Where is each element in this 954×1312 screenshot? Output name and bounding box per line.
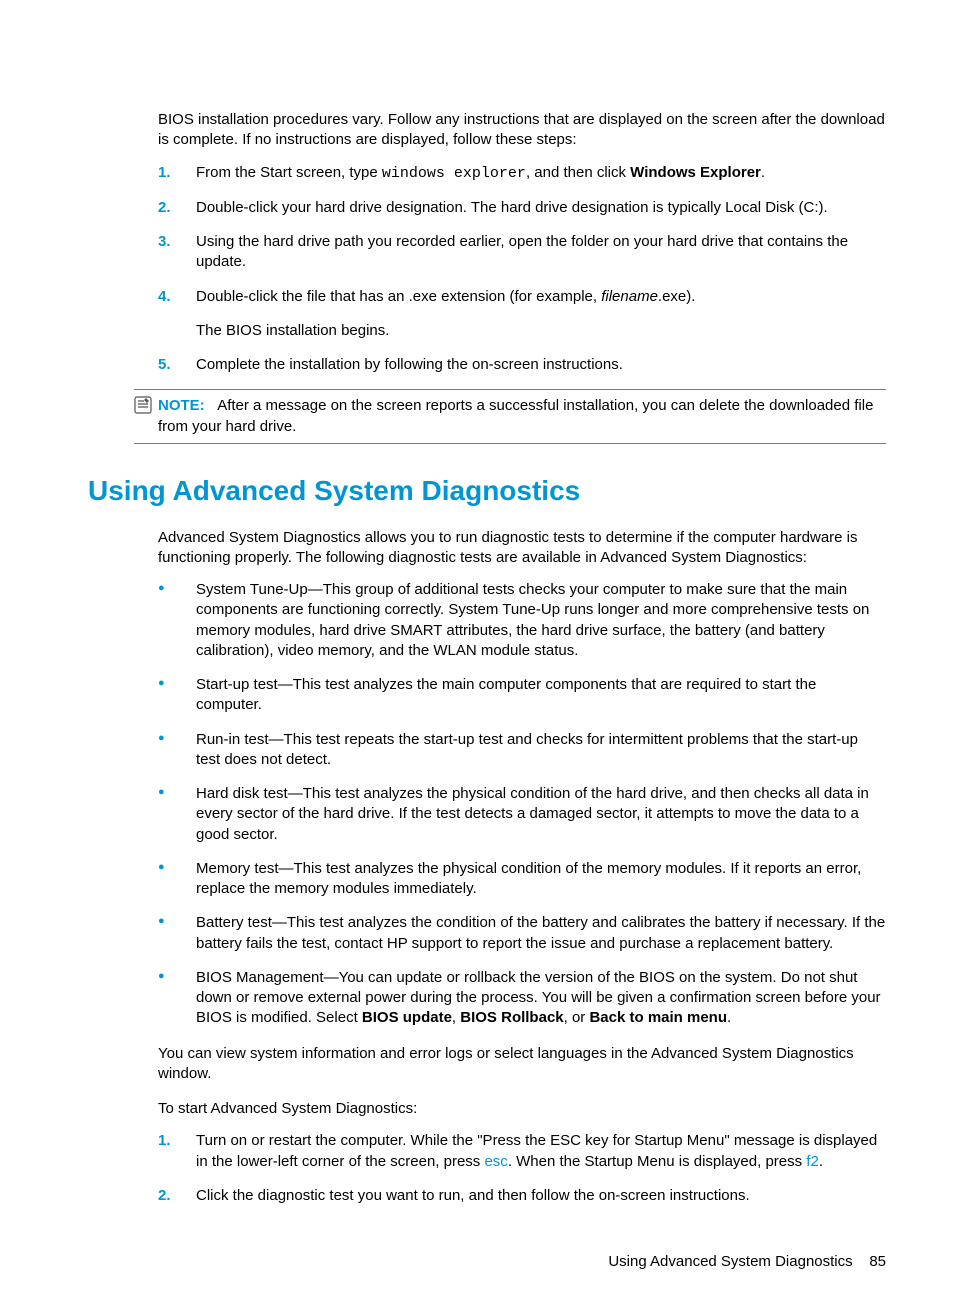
diagnostics-intro: Advanced System Diagnostics allows you t… [158, 528, 886, 569]
step-text: Using the hard drive path you recorded e… [196, 233, 848, 270]
step-4: 4. Double-click the file that has an .ex… [158, 287, 886, 342]
bullet-startup-test: Start-up test—This test analyzes the mai… [158, 675, 886, 716]
step-2: 2. Double-click your hard drive designat… [158, 198, 886, 218]
document-page: BIOS installation procedures vary. Follo… [0, 0, 954, 1312]
paragraph-system-info: You can view system information and erro… [158, 1044, 886, 1085]
step-number: 3. [158, 232, 171, 252]
bullet-bios-management: BIOS Management—You can update or rollba… [158, 968, 886, 1029]
footer-title: Using Advanced System Diagnostics [608, 1253, 852, 1270]
note-text: After a message on the screen reports a … [158, 397, 873, 434]
intro-paragraph: BIOS installation procedures vary. Follo… [158, 110, 886, 151]
bullet-harddisk-test: Hard disk test—This test analyzes the ph… [158, 784, 886, 845]
step-5: 5. Complete the installation by followin… [158, 355, 886, 375]
start-step-2: 2. Click the diagnostic test you want to… [158, 1186, 886, 1206]
step-text: From the Start screen, type windows expl… [196, 164, 765, 181]
step-3: 3. Using the hard drive path you recorde… [158, 232, 886, 273]
start-step-1: 1. Turn on or restart the computer. Whil… [158, 1131, 886, 1172]
step-number: 2. [158, 1186, 171, 1206]
paragraph-to-start: To start Advanced System Diagnostics: [158, 1099, 886, 1119]
bios-steps-list: 1. From the Start screen, type windows e… [158, 163, 886, 376]
step-number: 5. [158, 355, 171, 375]
page-footer: Using Advanced System Diagnostics 85 [88, 1252, 886, 1272]
note-icon [134, 396, 152, 414]
step-text: Double-click your hard drive designation… [196, 199, 828, 216]
step-number: 2. [158, 198, 171, 218]
bullet-memory-test: Memory test—This test analyzes the physi… [158, 859, 886, 900]
step-text: Complete the installation by following t… [196, 356, 623, 373]
note-callout: NOTE: After a message on the screen repo… [134, 389, 886, 444]
page-number: 85 [869, 1253, 886, 1270]
section-heading: Using Advanced System Diagnostics [88, 472, 886, 510]
bullet-runin-test: Run-in test—This test repeats the start-… [158, 730, 886, 771]
step-number: 4. [158, 287, 171, 307]
note-label: NOTE: [158, 397, 205, 414]
step-1: 1. From the Start screen, type windows e… [158, 163, 886, 184]
step-number: 1. [158, 163, 171, 183]
step-number: 1. [158, 1131, 171, 1151]
step-text: Click the diagnostic test you want to ru… [196, 1187, 750, 1204]
step-subtext: The BIOS installation begins. [196, 321, 886, 341]
start-diagnostics-steps: 1. Turn on or restart the computer. Whil… [158, 1131, 886, 1206]
bullet-battery-test: Battery test—This test analyzes the cond… [158, 913, 886, 954]
diagnostics-bullet-list: System Tune-Up—This group of additional … [158, 580, 886, 1029]
bullet-system-tuneup: System Tune-Up—This group of additional … [158, 580, 886, 661]
step-text: Turn on or restart the computer. While t… [196, 1132, 877, 1169]
step-text: Double-click the file that has an .exe e… [196, 288, 695, 305]
